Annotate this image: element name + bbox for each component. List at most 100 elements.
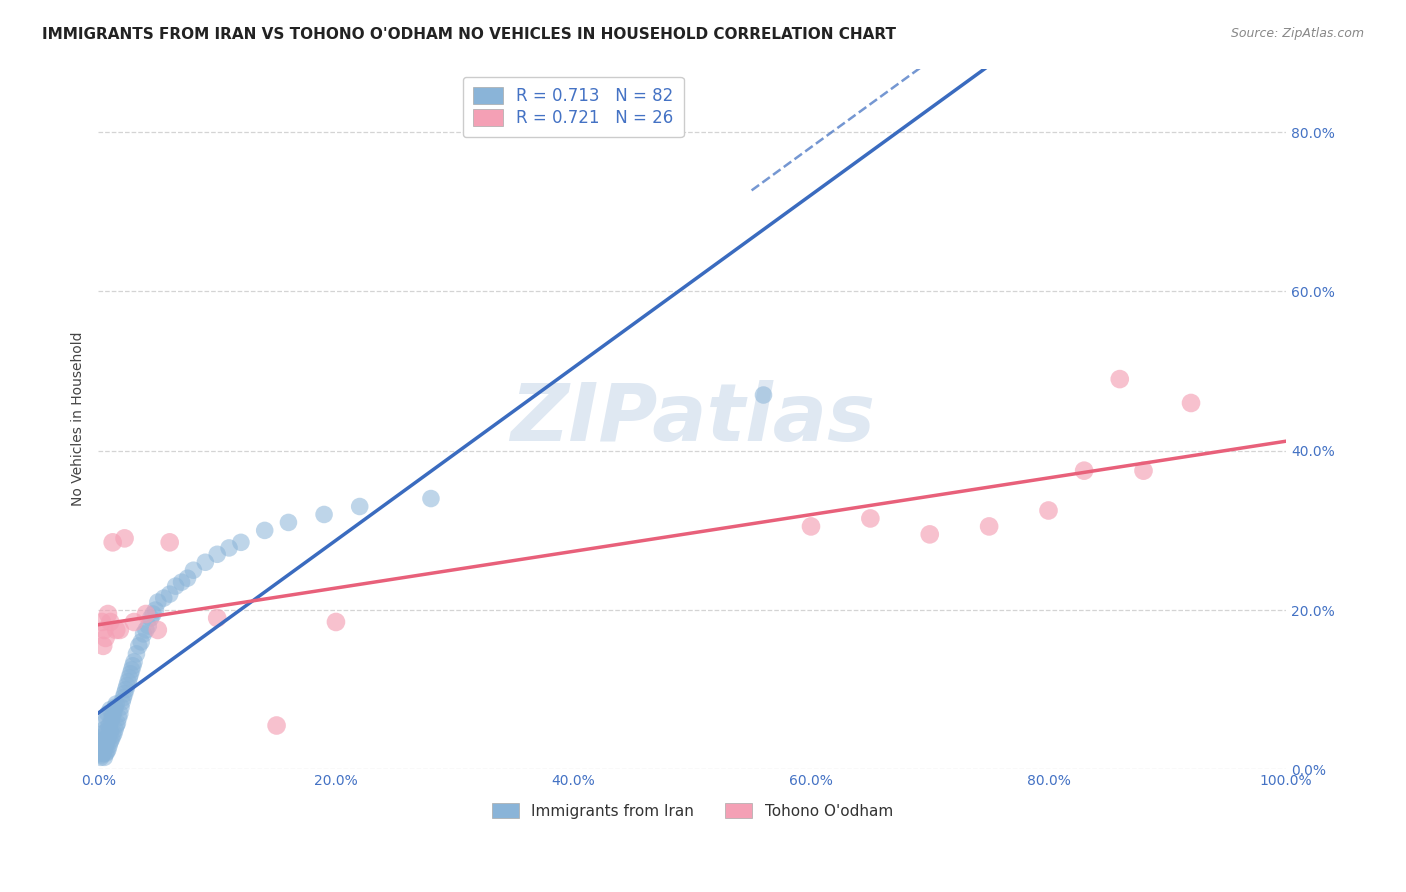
Point xyxy=(89,747,111,761)
Point xyxy=(91,739,114,754)
Point xyxy=(800,519,823,533)
Point xyxy=(100,732,122,747)
Point xyxy=(96,724,118,739)
Point xyxy=(101,729,124,743)
Point xyxy=(98,702,121,716)
Point xyxy=(94,739,117,753)
Point xyxy=(1132,464,1154,478)
Y-axis label: No Vehicles in Household: No Vehicles in Household xyxy=(72,332,86,506)
Point xyxy=(103,726,125,740)
Point xyxy=(108,623,131,637)
Point xyxy=(105,697,128,711)
Point xyxy=(253,524,276,538)
Point xyxy=(91,747,114,762)
Point xyxy=(115,679,138,693)
Point xyxy=(205,611,228,625)
Point xyxy=(146,623,169,637)
Point xyxy=(159,587,181,601)
Point xyxy=(1073,464,1095,478)
Point xyxy=(97,607,120,621)
Point xyxy=(100,713,122,727)
Point xyxy=(94,714,117,729)
Point xyxy=(91,731,114,745)
Point xyxy=(420,491,443,506)
Point xyxy=(90,750,112,764)
Point xyxy=(97,706,120,721)
Point xyxy=(136,619,159,633)
Point xyxy=(128,639,150,653)
Point xyxy=(918,527,941,541)
Point xyxy=(142,607,165,621)
Point xyxy=(176,571,198,585)
Point xyxy=(1038,503,1060,517)
Point xyxy=(117,674,139,689)
Point xyxy=(122,615,145,629)
Point xyxy=(114,682,136,697)
Point xyxy=(91,745,114,759)
Point xyxy=(93,750,115,764)
Point xyxy=(170,575,193,590)
Point xyxy=(229,535,252,549)
Point xyxy=(145,603,167,617)
Point xyxy=(91,726,114,740)
Point xyxy=(105,623,128,637)
Point xyxy=(121,663,143,677)
Point xyxy=(114,687,136,701)
Point xyxy=(325,615,347,629)
Point xyxy=(91,737,114,751)
Point xyxy=(90,742,112,756)
Point xyxy=(118,671,141,685)
Point xyxy=(266,718,288,732)
Point xyxy=(107,710,129,724)
Point xyxy=(277,516,299,530)
Point xyxy=(979,519,1001,533)
Point xyxy=(91,639,114,653)
Point xyxy=(139,611,162,625)
Point xyxy=(135,607,157,621)
Point xyxy=(97,742,120,756)
Point xyxy=(91,615,114,629)
Point xyxy=(107,716,129,731)
Point xyxy=(129,635,152,649)
Point xyxy=(98,739,121,753)
Point xyxy=(103,705,125,719)
Point xyxy=(97,731,120,745)
Point xyxy=(120,666,142,681)
Point xyxy=(98,718,121,732)
Point xyxy=(159,535,181,549)
Point xyxy=(89,739,111,753)
Text: ZIPatlas: ZIPatlas xyxy=(510,380,875,458)
Point xyxy=(90,734,112,748)
Point xyxy=(146,595,169,609)
Point xyxy=(349,500,371,514)
Point xyxy=(96,745,118,759)
Point xyxy=(152,591,174,606)
Point xyxy=(165,579,187,593)
Point xyxy=(132,627,155,641)
Point xyxy=(105,718,128,732)
Point xyxy=(96,734,118,748)
Point xyxy=(96,710,118,724)
Point xyxy=(112,690,135,705)
Point xyxy=(125,647,148,661)
Point xyxy=(752,388,775,402)
Point xyxy=(135,623,157,637)
Point xyxy=(1180,396,1202,410)
Point xyxy=(101,535,124,549)
Text: IMMIGRANTS FROM IRAN VS TOHONO O'ODHAM NO VEHICLES IN HOUSEHOLD CORRELATION CHAR: IMMIGRANTS FROM IRAN VS TOHONO O'ODHAM N… xyxy=(42,27,896,42)
Point xyxy=(1108,372,1130,386)
Point xyxy=(98,734,121,748)
Point xyxy=(104,700,127,714)
Point xyxy=(205,547,228,561)
Point xyxy=(183,563,205,577)
Point xyxy=(108,706,131,721)
Point xyxy=(93,723,115,737)
Point xyxy=(111,695,134,709)
Point xyxy=(110,700,132,714)
Point xyxy=(101,708,124,723)
Point xyxy=(93,732,115,747)
Point xyxy=(122,658,145,673)
Point xyxy=(122,655,145,669)
Point xyxy=(98,615,121,629)
Point xyxy=(104,723,127,737)
